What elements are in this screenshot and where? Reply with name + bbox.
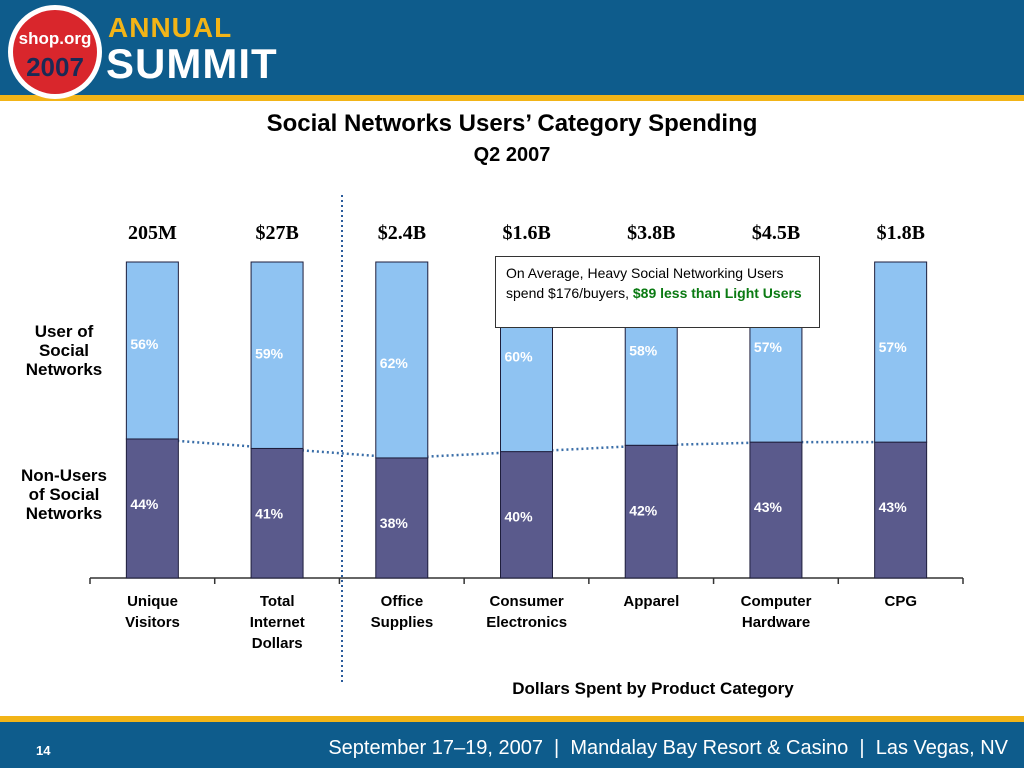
x-tick-label-text: Computer Hardware [740, 593, 812, 631]
x-axis-label: Dollars Spent by Product Category [512, 679, 794, 698]
value-label: 42% [629, 502, 658, 518]
bar-segment [375, 261, 429, 459]
x-tick-label-text: CPG [884, 593, 918, 610]
bar-segment [749, 441, 803, 579]
total-label: $2.4B [377, 222, 427, 244]
x-tick-label: Total Internet Dollars [215, 591, 340, 654]
x-tick-label-text: Consumer Electronics [486, 593, 568, 631]
x-tick-label: CPG [838, 591, 963, 612]
value-label: 56% [130, 336, 159, 352]
x-tick-label: Unique Visitors [90, 591, 215, 633]
footer-text: September 17–19, 2007 | Mandalay Bay Res… [328, 737, 1008, 759]
logo-disc [13, 10, 97, 94]
x-tick-label-text: Office Supplies [370, 593, 434, 631]
total-label: $1.8B [876, 222, 925, 244]
x-tick-label: Consumer Electronics [464, 591, 589, 633]
bar-segment [874, 261, 928, 443]
chart-subtitle: Q2 2007 [473, 144, 551, 166]
x-tick-label-text: Unique Visitors [125, 593, 180, 631]
total-label: $3.8B [627, 222, 676, 244]
header-line2: SUMMIT [106, 40, 278, 87]
total-label: $4.5B [751, 222, 801, 244]
bar-segment [250, 261, 304, 449]
value-label: 38% [380, 515, 409, 531]
total-label: 205M [128, 222, 177, 244]
value-label: 40% [505, 509, 534, 525]
header-band [0, 0, 1024, 101]
value-label: 43% [754, 499, 783, 515]
bar-segment [874, 441, 928, 579]
series-label: User of Social Networks [25, 322, 103, 379]
logo: shop.org 2007 [8, 5, 102, 99]
x-tick-label: Apparel [589, 591, 714, 612]
bar-segment [500, 451, 553, 579]
annotation-highlight: $89 less than Light Users [632, 285, 802, 301]
bar-segment [125, 438, 179, 579]
total-label: $1.6B [502, 222, 551, 244]
chart-title: Social Networks Users’ Category Spending [266, 110, 758, 137]
x-tick-label: Office Supplies [339, 591, 464, 633]
total-label: $27B [255, 222, 299, 244]
series-label: Non-Users of Social Networks [21, 466, 107, 523]
value-label: 57% [879, 339, 908, 355]
logo-top: shop.org [19, 29, 92, 48]
value-label: 44% [130, 496, 159, 512]
value-label: 58% [629, 342, 658, 358]
value-label: 41% [255, 505, 284, 521]
x-tick-label: Computer Hardware [714, 591, 839, 633]
bar-segment [375, 457, 429, 579]
value-label: 43% [879, 499, 908, 515]
page-number: 14 [36, 743, 51, 758]
header-line1: ANNUAL [108, 12, 233, 43]
x-tick-label-text: Apparel [623, 593, 680, 610]
value-label: 60% [505, 349, 534, 365]
value-label: 59% [255, 345, 284, 361]
value-label: 57% [754, 339, 783, 355]
bar-segment [624, 444, 678, 579]
chart: 44% 56% 41% 59% 38% 62% 40% 60% 42% 58% 43% 57% 43% 5… [89, 195, 964, 684]
bar-segment [250, 447, 304, 579]
bar-segment [125, 261, 179, 440]
annotation: On Average, Heavy Social Networking User… [495, 256, 820, 328]
value-label: 62% [380, 355, 409, 371]
x-tick-label-text: Total Internet Dollars [249, 593, 305, 652]
footer-band [0, 716, 1024, 768]
annotation-text: On Average, Heavy Social Networking User… [506, 265, 784, 301]
logo-year: 2007 [26, 52, 84, 82]
